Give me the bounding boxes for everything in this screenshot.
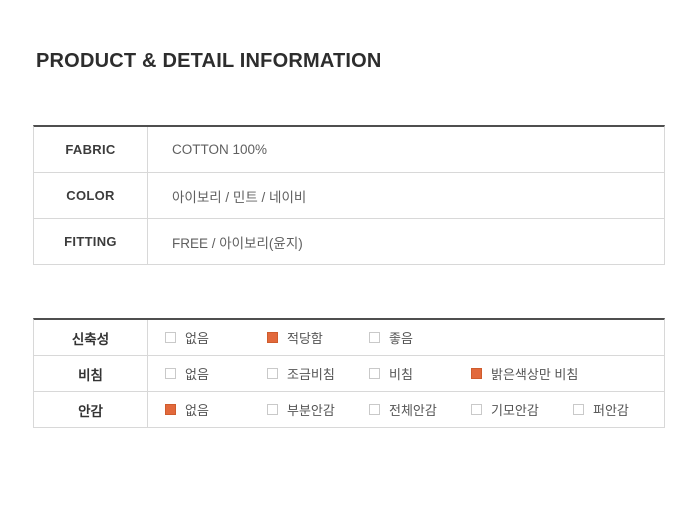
spec-options-sheerness: 없음 조금비침 비침 밝은색상만 비침	[148, 356, 664, 391]
row-value-fabric: COTTON 100%	[172, 142, 268, 157]
checkbox-icon[interactable]	[165, 404, 176, 415]
option-label: 밝은색상만 비침	[491, 367, 579, 382]
spec-label-lining: 안감	[34, 392, 148, 427]
spec-label-elasticity: 신축성	[34, 320, 148, 355]
spec-row-lining: 안감 없음 부분안감 전체안감 기모안감 퍼안감	[34, 392, 664, 428]
spec-row-sheerness: 비침 없음 조금비침 비침 밝은색상만 비침	[34, 356, 664, 392]
option-label: 없음	[185, 367, 209, 382]
row-label-fabric: FABRIC	[34, 127, 148, 172]
checkbox-icon[interactable]	[471, 404, 482, 415]
option-item: 밝은색상만 비침	[471, 364, 578, 383]
option-label: 적당함	[287, 331, 323, 346]
option-item: 좋음	[369, 328, 471, 347]
spec-row-elasticity: 신축성 없음 적당함 좋음	[34, 320, 664, 356]
checkbox-icon[interactable]	[369, 332, 380, 343]
detail-spec-table: 신축성 없음 적당함 좋음 비침 없음 조금비침	[33, 318, 665, 428]
option-label: 부분안감	[287, 403, 335, 418]
option-label: 없음	[185, 403, 209, 418]
row-label-color: COLOR	[34, 173, 148, 218]
checkbox-icon[interactable]	[267, 368, 278, 379]
option-label: 퍼안감	[593, 403, 629, 418]
checkbox-icon[interactable]	[267, 404, 278, 415]
checkbox-icon[interactable]	[267, 332, 278, 343]
option-item: 전체안감	[369, 400, 471, 419]
page-title: PRODUCT & DETAIL INFORMATION	[36, 50, 382, 72]
option-item: 비침	[369, 364, 471, 383]
option-item: 부분안감	[267, 400, 369, 419]
option-item: 없음	[165, 400, 267, 419]
spec-label-sheerness: 비침	[34, 356, 148, 391]
option-item: 없음	[165, 328, 267, 347]
table-row-color: COLOR 아이보리 / 민트 / 네이비	[34, 173, 664, 219]
row-label-fitting: FITTING	[34, 219, 148, 264]
spec-options-lining: 없음 부분안감 전체안감 기모안감 퍼안감	[148, 392, 675, 427]
spec-options-elasticity: 없음 적당함 좋음	[148, 320, 664, 355]
option-label: 조금비침	[287, 367, 335, 382]
row-value-fitting: FREE / 아이보리(윤지)	[172, 235, 303, 251]
option-item: 조금비침	[267, 364, 369, 383]
table-row-fitting: FITTING FREE / 아이보리(윤지)	[34, 219, 664, 265]
checkbox-icon[interactable]	[573, 404, 584, 415]
option-label: 기모안감	[491, 403, 539, 418]
checkbox-icon[interactable]	[369, 368, 380, 379]
option-item: 없음	[165, 364, 267, 383]
row-value-color: 아이보리 / 민트 / 네이비	[172, 189, 307, 205]
checkbox-icon[interactable]	[369, 404, 380, 415]
option-item: 기모안감	[471, 400, 573, 419]
option-label: 없음	[185, 331, 209, 346]
option-label: 비침	[389, 367, 413, 382]
checkbox-icon[interactable]	[165, 368, 176, 379]
option-item: 적당함	[267, 328, 369, 347]
checkbox-icon[interactable]	[471, 368, 482, 379]
option-item: 퍼안감	[573, 400, 675, 419]
product-info-table: FABRIC COTTON 100% COLOR 아이보리 / 민트 / 네이비…	[33, 125, 665, 265]
option-label: 좋음	[389, 331, 413, 346]
option-label: 전체안감	[389, 403, 437, 418]
checkbox-icon[interactable]	[165, 332, 176, 343]
table-row-fabric: FABRIC COTTON 100%	[34, 127, 664, 173]
